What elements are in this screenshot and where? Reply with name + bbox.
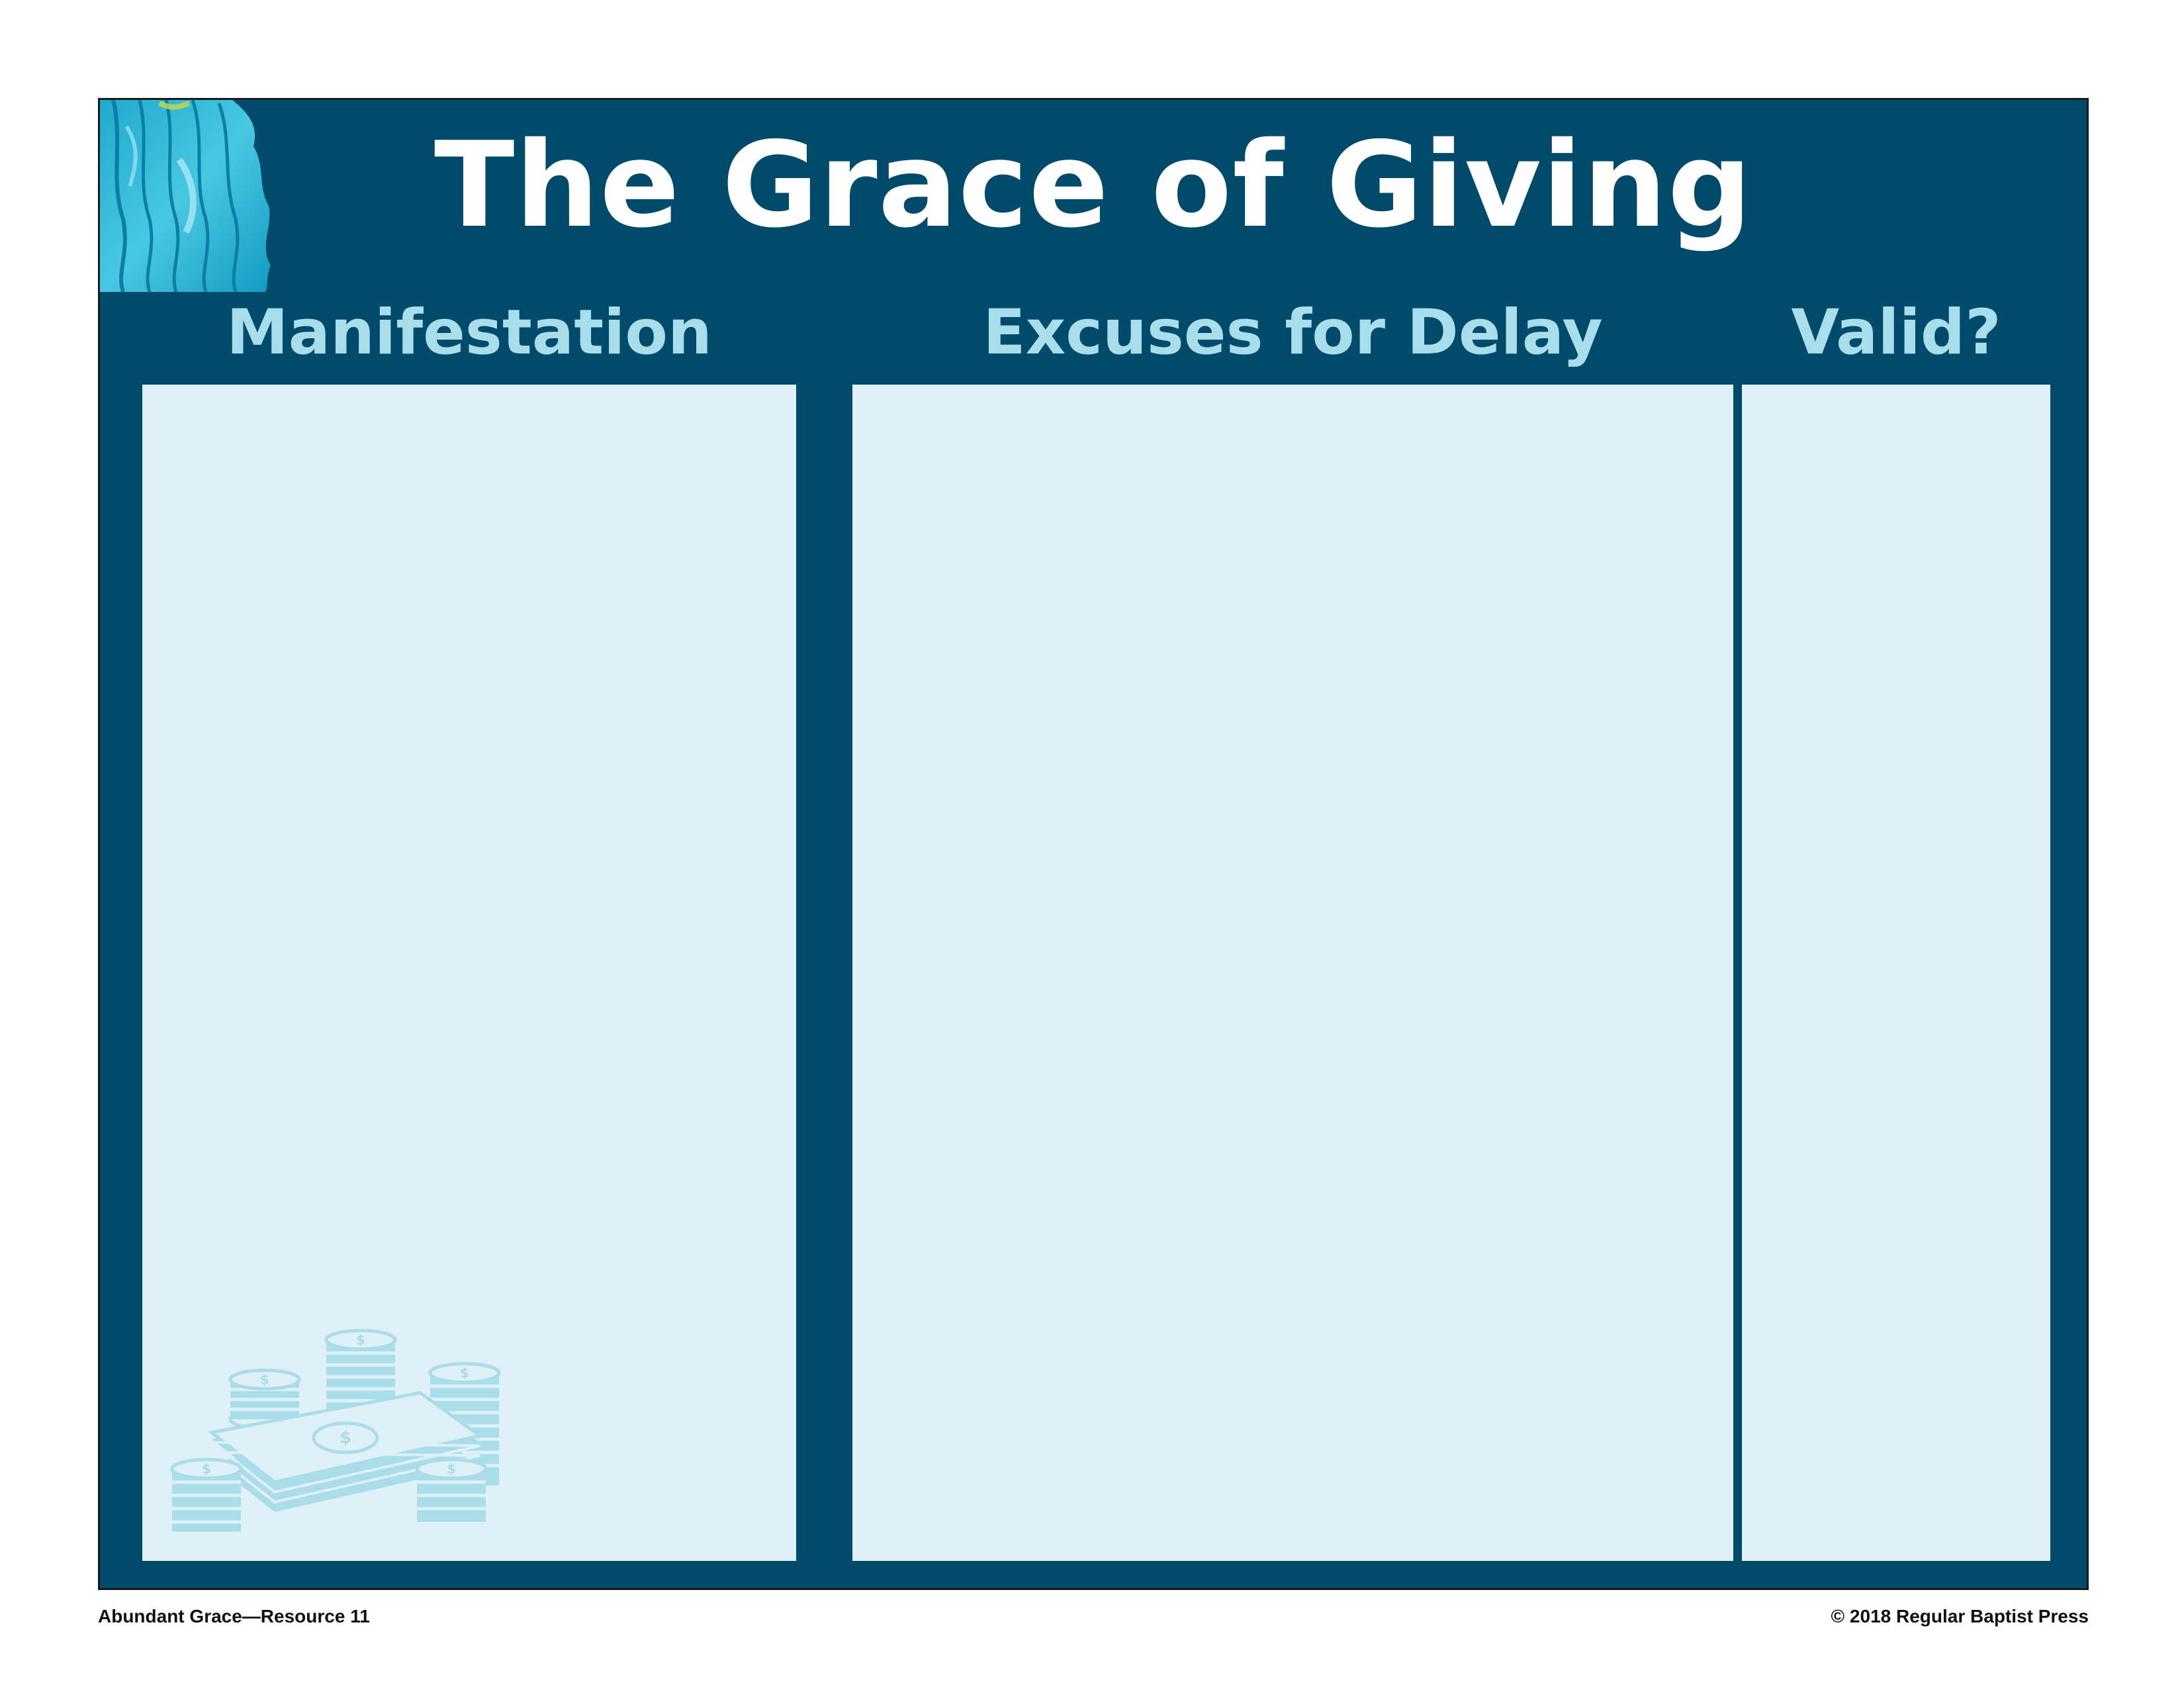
footer-copyright: © 2018 Regular Baptist Press: [1831, 1606, 2089, 1626]
coin-symbol: $: [356, 1332, 365, 1348]
column-heading-excuses: Excuses for Delay: [983, 297, 1603, 369]
coin-symbol: $: [260, 1372, 269, 1387]
page-title: The Grace of Giving: [433, 117, 1753, 254]
excuses-panel[interactable]: [852, 385, 1733, 1561]
manifestation-panel[interactable]: $ $ $ $ $ $: [142, 385, 796, 1561]
valid-panel[interactable]: [1742, 385, 2050, 1561]
column-heading-manifestation: Manifestation: [226, 297, 712, 369]
footer-resource-label: Abundant Grace—Resource 11: [98, 1606, 370, 1626]
coin-symbol: $: [340, 1428, 351, 1448]
coin-symbol: $: [202, 1461, 211, 1477]
worksheet-frame: The Grace of Giving Manifestation Excuse…: [98, 98, 2089, 1590]
coin-symbol: $: [460, 1365, 469, 1381]
coin-symbol: $: [447, 1461, 456, 1477]
money-stack-icon: $ $ $ $ $ $: [170, 1329, 501, 1532]
column-heading-valid: Valid?: [1791, 297, 2001, 369]
watercolor-swirl-icon: [100, 100, 271, 292]
